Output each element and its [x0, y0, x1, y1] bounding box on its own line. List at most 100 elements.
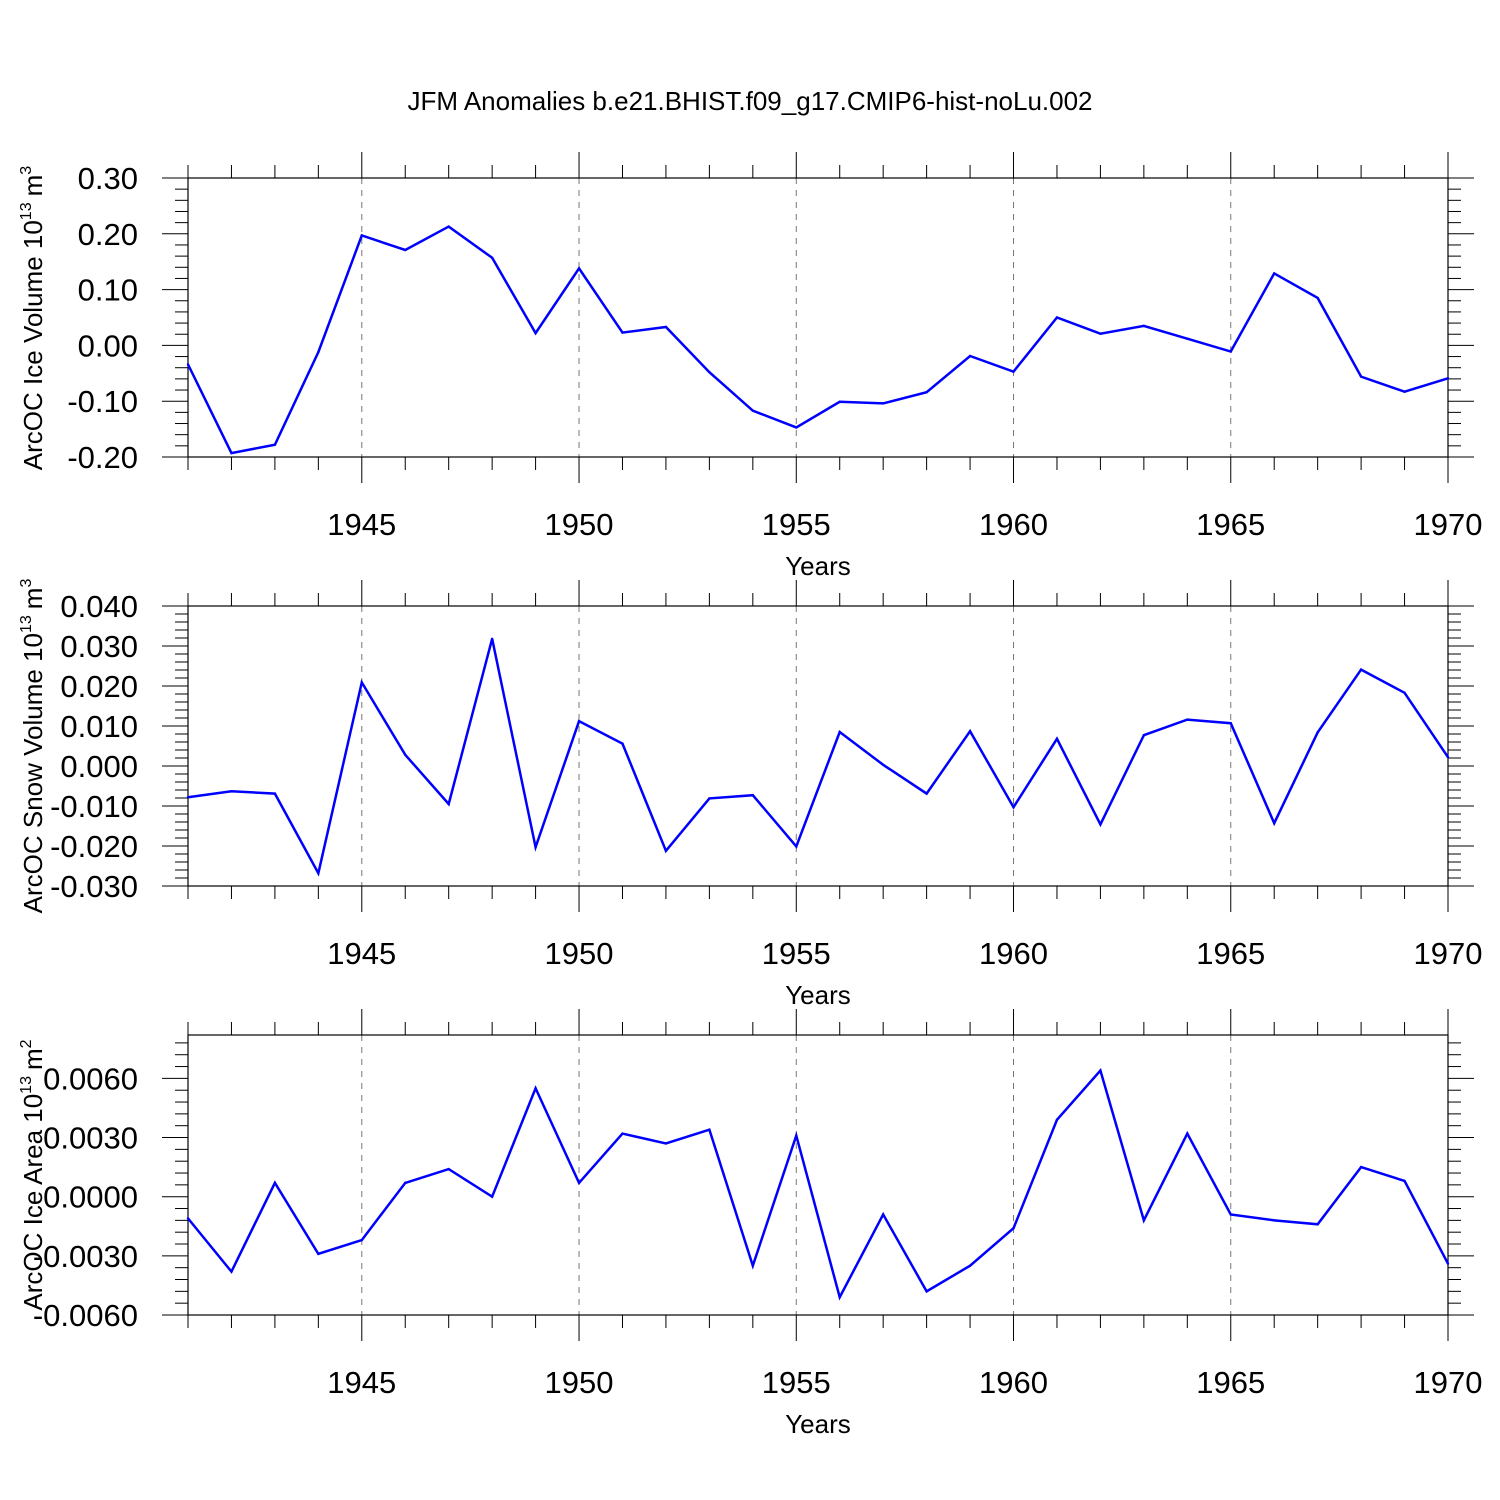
x-tick-label-1945: 1945	[327, 507, 396, 542]
data-point-1969	[1403, 1179, 1406, 1183]
data-point-1952	[664, 849, 668, 852]
data-point-1964	[1186, 1132, 1189, 1135]
y-axis-label: ArcOC Snow Volume 1013 m3	[18, 579, 48, 914]
y-axis-label: ArcOC Ice Area 1013 m2	[18, 1039, 48, 1310]
data-point-1970	[1446, 377, 1450, 380]
x-tick-label-1965: 1965	[1196, 507, 1265, 542]
data-point-1958	[925, 1290, 928, 1293]
data-point-1946	[404, 248, 407, 252]
y-tick-label-1: -0.0030	[33, 1239, 138, 1274]
data-point-1945	[360, 681, 363, 684]
chart-title: JFM Anomalies b.e21.BHIST.f09_g17.CMIP6-…	[407, 86, 1092, 116]
data-point-1949	[534, 1087, 537, 1090]
x-tick-label-1955: 1955	[762, 507, 831, 542]
data-point-1953	[708, 370, 711, 374]
y-tick-label-6: 0.030	[60, 629, 138, 664]
panel-2: 1945 1950 1955 1960 1965 1970 -0.030 -0.020 -0.0…	[18, 579, 1482, 1010]
x-tick-label-1970: 1970	[1414, 936, 1483, 971]
data-point-1952	[664, 1142, 668, 1145]
y-tick-label-0: -0.20	[67, 440, 138, 475]
data-point-1967	[1316, 731, 1319, 734]
x-tick-label-1965: 1965	[1196, 936, 1265, 971]
data-point-1951	[621, 742, 624, 745]
data-point-1954	[751, 1264, 755, 1267]
data-point-1942	[230, 451, 233, 455]
x-tick-label-1945: 1945	[327, 1365, 396, 1400]
data-point-1960	[1012, 370, 1015, 373]
x-tick-label-1970: 1970	[1414, 507, 1483, 542]
data-point-1960	[1012, 806, 1015, 809]
data-point-1954	[751, 409, 755, 412]
data-point-1953	[708, 1128, 711, 1131]
data-point-1942	[230, 790, 233, 793]
plot-frame	[187, 605, 1449, 887]
y-tick-label-2: -0.010	[50, 789, 138, 824]
x-axis-label: Years	[785, 551, 851, 581]
data-point-1961	[1055, 737, 1059, 740]
y-tick-label-0: -0.030	[50, 869, 138, 904]
data-point-1955	[795, 1134, 798, 1137]
y-axis-label-base: ArcOC Ice Volume 10	[18, 220, 48, 470]
x-tick-label-1960: 1960	[979, 936, 1048, 971]
data-point-1955	[795, 426, 798, 429]
x-tick-label-1960: 1960	[979, 507, 1048, 542]
x-tick-label-1970: 1970	[1414, 1365, 1483, 1400]
data-point-1943	[273, 443, 277, 446]
data-point-1947	[447, 1167, 450, 1171]
y-tick-label-3: 0.10	[78, 273, 138, 308]
data-point-1965	[1229, 350, 1232, 353]
y-tick-label-2: 0.00	[78, 328, 138, 363]
plot-frame	[187, 1034, 1449, 1316]
y-axis-label-unit: m	[18, 1048, 48, 1070]
data-point-1950	[577, 267, 581, 270]
data-point-1944	[317, 1252, 320, 1256]
data-point-1941	[186, 796, 190, 799]
data-point-1959	[968, 354, 972, 358]
panel-1: 1945 1950 1955 1960 1965 1970 -0.20 -0.10 0.00 0.…	[18, 152, 1482, 581]
data-point-1956	[838, 1296, 841, 1299]
data-point-1967	[1316, 296, 1319, 300]
y-axis-label-exponent: 13	[18, 202, 35, 220]
panel-3: 1945 1950 1955 1960 1965 1970 -0.0060 -0.0030 0.…	[18, 1009, 1482, 1439]
y-axis-label: ArcOC Ice Volume 1013 m3	[18, 166, 48, 470]
x-tick-label-1945: 1945	[327, 936, 396, 971]
data-point-1951	[621, 1132, 624, 1135]
plot-frame	[187, 177, 1449, 458]
y-tick-label-1: -0.10	[67, 384, 138, 419]
data-point-1949	[534, 846, 537, 849]
data-point-1961	[1055, 316, 1059, 319]
data-point-1960	[1012, 1227, 1015, 1230]
data-point-1959	[968, 1264, 972, 1267]
data-point-1949	[534, 331, 537, 335]
data-point-1941	[186, 363, 190, 366]
data-point-1954	[751, 794, 755, 797]
data-point-1941	[186, 1217, 190, 1220]
y-tick-label-7: 0.040	[60, 589, 138, 624]
data-point-1962	[1099, 332, 1102, 335]
series-line-1-1	[186, 225, 1449, 455]
data-point-1957	[881, 402, 885, 405]
data-point-1943	[273, 1181, 277, 1185]
data-point-1956	[838, 400, 841, 403]
data-point-1946	[404, 1181, 407, 1185]
data-point-1958	[925, 792, 928, 795]
panels: 1945 1950 1955 1960 1965 1970 -0.20 -0.10 0.00 0.…	[18, 152, 1482, 1439]
data-point-1969	[1403, 691, 1406, 694]
data-point-1970	[1446, 1262, 1450, 1265]
x-tick-label-1955: 1955	[762, 936, 831, 971]
y-tick-label-2: 0.0000	[43, 1180, 138, 1215]
data-point-1947	[447, 225, 450, 228]
y-tick-label-3: 0.000	[60, 749, 138, 784]
y-tick-label-3: 0.0030	[43, 1121, 138, 1156]
y-axis-label-base: ArcOC Snow Volume 10	[18, 633, 48, 913]
data-point-1944	[317, 350, 320, 354]
y-tick-label-4: 0.010	[60, 709, 138, 744]
data-point-1947	[447, 802, 450, 806]
data-point-1945	[360, 234, 363, 237]
y-tick-label-1: -0.020	[50, 829, 138, 864]
y-axis-label-exponent: 13	[18, 1076, 35, 1094]
data-point-1950	[577, 720, 581, 723]
data-point-1957	[881, 1213, 885, 1216]
